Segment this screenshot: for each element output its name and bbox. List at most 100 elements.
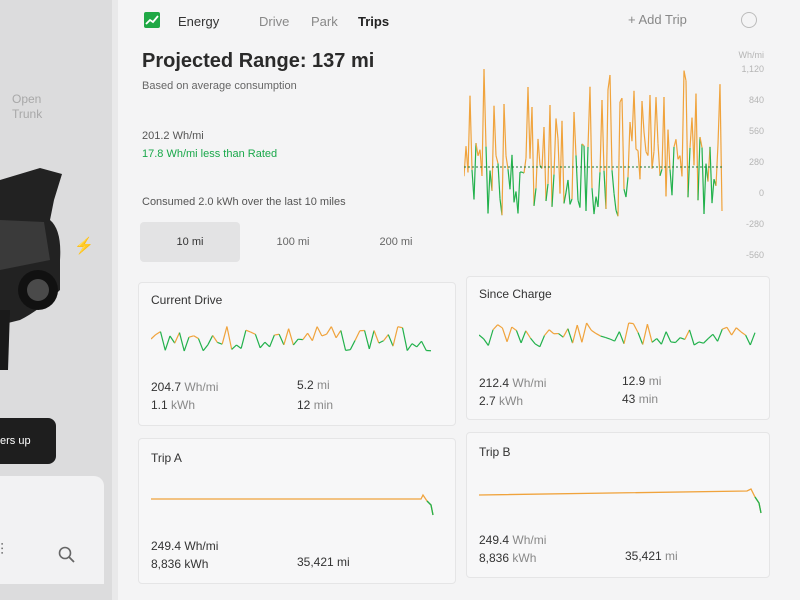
consumption-line-segment <box>583 145 587 211</box>
consumption-line-segment <box>591 188 595 215</box>
consumption-line-segment <box>613 193 617 211</box>
sparkline-segment <box>406 343 413 351</box>
trip-a-distance: 35,421 mi <box>297 555 350 569</box>
current-drive-title: Current Drive <box>151 293 223 307</box>
since-charge-distance-unit: mi <box>648 374 662 388</box>
consumption-line-segment <box>695 93 699 201</box>
sparkline-segment <box>749 332 756 346</box>
consumption-line-segment <box>647 95 651 156</box>
sparkline-segment <box>511 326 517 331</box>
trip-a-sparkline <box>151 493 434 516</box>
range-selector: 10 mi 100 mi 200 mi <box>140 222 430 262</box>
y-tick-unit: Wh/mi <box>738 50 765 60</box>
sparkline-segment <box>231 344 237 350</box>
sparkline-segment <box>562 328 569 338</box>
tab-trips[interactable]: Trips <box>358 14 390 29</box>
consumption-line-segment <box>469 95 473 170</box>
sparkline-segment <box>712 333 719 342</box>
trip-b-card[interactable]: Trip B 249.4 Wh/mi 8,836 kWh 35,421 mi <box>466 432 770 578</box>
trip-a-distance-value: 35,421 <box>297 555 334 569</box>
sparkline-segment <box>217 341 223 345</box>
consumption-line-segment <box>685 80 689 198</box>
range-option-100mi[interactable]: 100 mi <box>276 236 310 248</box>
sparkline-segment <box>155 331 161 336</box>
y-tick-280: 280 <box>748 157 764 167</box>
range-option-200mi[interactable]: 200 mi <box>379 236 413 248</box>
sparkline-segment <box>288 328 294 346</box>
sparkline-segment <box>321 333 327 337</box>
current-drive-card[interactable]: Current Drive 204.7 Wh/mi 1.1 kWh 5.2 mi… <box>138 282 456 426</box>
sparkline-segment <box>383 334 389 342</box>
sparkline-segment <box>221 326 228 345</box>
consumption-line-segment <box>464 146 467 177</box>
trip-b-distance-value: 35,421 <box>625 549 662 563</box>
consumption-chart-graphic <box>464 69 723 217</box>
sparkline-segment <box>274 333 280 336</box>
sparkline-segment <box>497 324 503 329</box>
trip-a-energy: 8,836 kWh <box>151 557 208 571</box>
consumption-line-segment <box>495 155 499 164</box>
since-charge-sparkline <box>479 322 756 348</box>
tab-park[interactable]: Park <box>311 14 338 29</box>
sparkline-segment <box>250 331 256 335</box>
consumption-line-segment <box>483 69 487 147</box>
sparkline-segment <box>193 335 199 340</box>
search-icon[interactable] <box>58 546 76 564</box>
current-drive-distance-value: 5.2 <box>297 378 314 392</box>
since-charge-time: 43 min <box>622 392 658 406</box>
bottom-launcher: ⫶ <box>0 476 104 584</box>
consumption-line-segment <box>569 198 573 205</box>
sparkline-segment <box>571 324 578 344</box>
consumption-line-segment <box>609 74 613 171</box>
current-drive-energy: 1.1 kWh <box>151 398 195 412</box>
since-charge-card[interactable]: Since Charge 212.4 Wh/mi 2.7 kWh 12.9 mi… <box>466 276 770 420</box>
sparkline-segment <box>735 327 742 333</box>
consumption-line-segment <box>573 111 577 156</box>
sparkline-segment <box>169 335 176 344</box>
sparkline-segment <box>609 338 615 342</box>
current-drive-sparkline <box>151 326 432 352</box>
trip-b-avg-unit: Wh/mi <box>512 533 547 547</box>
info-icon[interactable] <box>741 12 757 28</box>
since-charge-time-value: 43 <box>622 392 636 406</box>
sparkline-segment <box>745 334 751 346</box>
consumption-line-segment <box>525 86 529 159</box>
trip-b-energy: 8,836 kWh <box>479 551 536 565</box>
current-drive-distance: 5.2 mi <box>297 378 330 392</box>
sparkline-segment <box>651 338 658 343</box>
sparkline-segment <box>378 340 384 344</box>
consumption-line-segment <box>631 90 635 142</box>
trip-a-avg-unit: Wh/mi <box>184 539 219 553</box>
sparkline-segment <box>656 338 662 345</box>
tab-drive[interactable]: Drive <box>259 14 290 29</box>
sparkline-segment <box>722 326 728 330</box>
sparkline-segment <box>492 324 499 331</box>
sparkline-segment <box>679 337 686 341</box>
consumption-line-segment <box>665 129 669 197</box>
since-charge-distance-value: 12.9 <box>622 374 646 388</box>
current-drive-avg-value: 204.7 <box>151 380 182 394</box>
consumption-line-segment <box>531 106 535 206</box>
sparkline-segment <box>623 322 630 344</box>
sparkline-segment <box>420 341 427 351</box>
app-icon[interactable]: ⫶ <box>0 542 5 559</box>
consumption-line-segment <box>687 147 691 198</box>
consumption-line-segment <box>485 146 489 214</box>
sparkline-segment <box>642 324 648 345</box>
climate-button[interactable]: ers up <box>0 418 56 464</box>
trip-a-card[interactable]: Trip A 249.4 Wh/mi 8,836 kWh 35,421 mi <box>138 438 456 584</box>
sparkline-segment <box>240 330 247 349</box>
sparkline-segment <box>401 327 408 351</box>
tab-energy[interactable]: Energy <box>178 14 220 29</box>
add-trip-button[interactable]: + Add Trip <box>628 12 687 27</box>
open-trunk-button[interactable]: Open Trunk <box>12 92 42 122</box>
sparkline-segment <box>684 329 691 340</box>
range-option-10mi[interactable]: 10 mi <box>140 222 240 262</box>
consumption-line-segment <box>625 177 629 198</box>
sparkline-segment <box>544 329 550 336</box>
sparkline-segment <box>259 341 266 349</box>
consumption-line-segment <box>653 97 657 152</box>
consumption-line-segment <box>493 105 497 156</box>
trip-a-energy-unit: kWh <box>184 557 209 571</box>
sparkline-segment <box>558 333 564 338</box>
